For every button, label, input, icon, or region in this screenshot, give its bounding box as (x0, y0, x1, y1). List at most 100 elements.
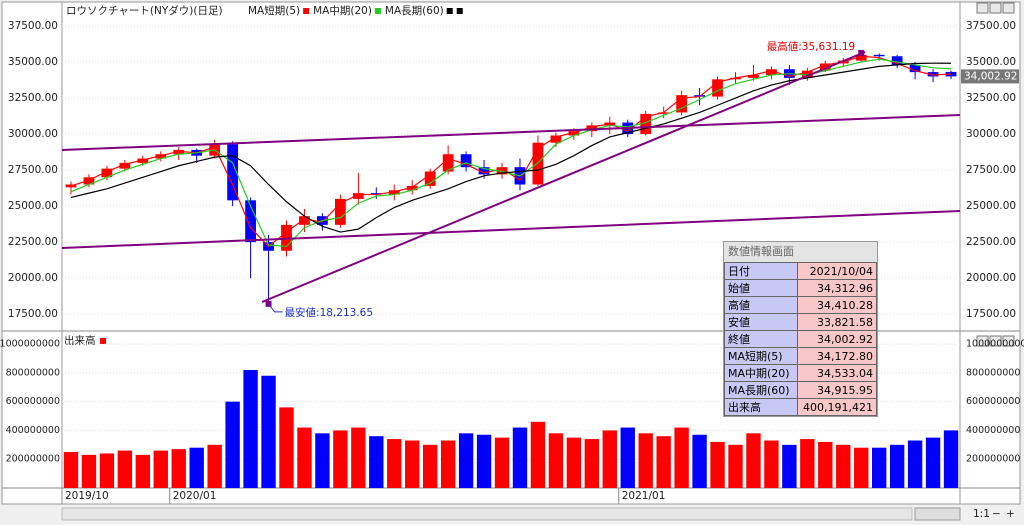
volume-bar (171, 449, 186, 488)
info-value: 400,191,421 (797, 398, 877, 416)
volume-bar (512, 427, 528, 488)
legend-swatch (446, 8, 453, 14)
volume-bar (387, 439, 402, 488)
candle-body (766, 69, 777, 75)
y-tick-label: 800000000 (6, 367, 60, 378)
candle-body (370, 193, 382, 195)
info-row: 始値 34,312.96 (724, 279, 877, 297)
button[interactable] (989, 335, 1002, 347)
y-tick-label: 27500.00 (8, 164, 58, 176)
candle-body (586, 125, 598, 132)
button[interactable] (1002, 335, 1015, 347)
volume-bar (854, 447, 869, 488)
button[interactable] (989, 2, 1002, 14)
info-value: 34,172.80 (797, 347, 877, 365)
volume-bar (99, 453, 115, 488)
y-tick-label: 30000.00 (8, 128, 58, 140)
y2-tick-label: 35000.00 (966, 56, 1016, 68)
scroll-thumb[interactable] (914, 507, 961, 521)
zoom-in[interactable]: + (1006, 508, 1015, 520)
volume-bar (782, 444, 797, 488)
candle-body (299, 216, 310, 225)
info-row: 日付 2021/10/04 (724, 262, 877, 280)
legend-label: MA短期(5) (248, 4, 300, 17)
y-tick-label: 200000000 (6, 454, 60, 465)
x-tick-label: 2019/10 (65, 490, 109, 502)
volume-bar (297, 427, 312, 488)
volume-bar (135, 454, 151, 488)
volume-bar (638, 433, 653, 488)
candle-body (442, 154, 454, 172)
candle-body (137, 158, 149, 163)
volume-bar (800, 439, 815, 488)
candle-body (65, 184, 77, 188)
y2-tick-label: 27500.00 (966, 164, 1016, 176)
volume-bar (440, 440, 456, 488)
candle-body (801, 70, 813, 78)
y2-tick-label: 22500.00 (966, 236, 1016, 248)
info-row: MA短期(5) 34,172.80 (724, 347, 877, 365)
info-key: MA長期(60) (724, 381, 798, 399)
volume-bar (243, 369, 258, 488)
volume-bar (728, 444, 743, 488)
candle-body (873, 54, 885, 57)
candle-body (155, 154, 167, 159)
volume-bar (584, 439, 600, 488)
info-row: 終値 34,002.92 (724, 330, 877, 348)
y2-tick-label: 1000000000 (966, 339, 1024, 350)
button[interactable] (1002, 2, 1015, 14)
volume-bar (315, 433, 330, 488)
legend-swatch (303, 8, 310, 14)
x-tick-label: 2021/01 (622, 490, 666, 502)
chart-title: ロウソクチャート(NYダウ)(日足) (66, 4, 223, 17)
volume-bar (81, 454, 97, 488)
y-tick-label: 600000000 (6, 396, 60, 407)
y2-tick-label: 400000000 (966, 425, 1020, 436)
volume-bar (279, 407, 294, 488)
volume-bar (871, 447, 887, 488)
candle-body (460, 154, 472, 168)
last-price-label: 34,002.92 (964, 70, 1017, 82)
info-key: MA短期(5) (724, 347, 798, 365)
volume-title: 出来高 (64, 334, 96, 347)
y-tick-label: 25000.00 (8, 200, 58, 212)
window-buttons[interactable] (976, 2, 1015, 347)
info-table: 日付 2021/10/04 始値 34,312.96 高値 34,410.28 安値 33,8… (724, 262, 877, 416)
zoom-out[interactable]: − (992, 508, 1001, 520)
y2-tick-label: 600000000 (966, 396, 1020, 407)
candle-body (676, 95, 688, 113)
trend-line (61, 210, 961, 249)
trend-line (61, 114, 961, 151)
ma-line (70, 62, 952, 233)
info-value: 34,312.96 (797, 279, 877, 297)
info-value: 2021/10/04 (797, 262, 877, 280)
info-title: 数値情報画面 (724, 242, 877, 262)
candle-body (352, 193, 364, 199)
info-panel[interactable]: 数値情報画面 日付 2021/10/04 始値 34,312.96 高値 34,410.2… (723, 241, 878, 417)
y2-tick-label: 37500.00 (966, 20, 1016, 32)
volume-bar (333, 430, 348, 488)
legend-swatch (456, 8, 463, 14)
volume-bar (494, 437, 510, 488)
info-row: MA中期(20) 34,533.04 (724, 364, 877, 382)
candle-body (891, 56, 903, 65)
volume-bar (818, 441, 833, 488)
y-tick-label: 32500.00 (8, 92, 58, 104)
scrollbar[interactable] (61, 507, 913, 521)
info-key: 安値 (724, 313, 798, 331)
y2-tick-label: 800000000 (966, 367, 1020, 378)
button[interactable] (976, 2, 989, 14)
volume-bar (153, 450, 168, 488)
info-row: 出来高 400,191,421 (724, 398, 877, 416)
info-key: 高値 (724, 296, 798, 314)
y-tick-label: 22500.00 (8, 236, 58, 248)
button[interactable] (976, 335, 989, 347)
candle-body (119, 162, 131, 169)
legend-swatch (374, 8, 381, 14)
info-key: 日付 (724, 262, 798, 280)
candle-body (424, 171, 436, 186)
candle-body (173, 149, 185, 155)
volume-bar (189, 447, 204, 488)
volume-bar (566, 437, 582, 488)
volume-bar (63, 452, 79, 488)
